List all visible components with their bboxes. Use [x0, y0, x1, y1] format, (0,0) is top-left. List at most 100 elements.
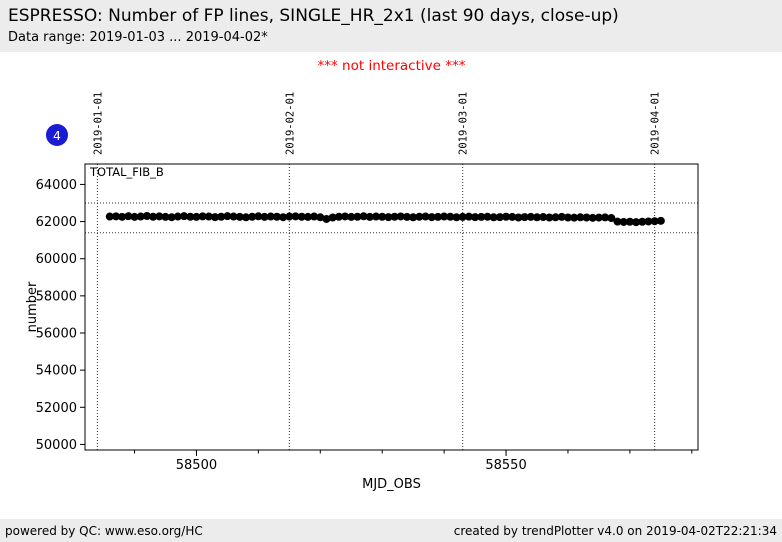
data-point: [495, 213, 504, 222]
data-point: [211, 213, 220, 222]
y-tick-label: 54000: [36, 364, 77, 379]
data-point: [167, 213, 176, 222]
data-point: [334, 212, 343, 221]
data-point: [607, 214, 616, 223]
data-point: [198, 212, 207, 221]
plot-index-badge[interactable]: 4: [46, 124, 68, 146]
data-point: [638, 217, 647, 226]
data-point: [347, 212, 356, 221]
data-point: [644, 217, 653, 226]
data-point: [161, 212, 170, 221]
data-point: [477, 212, 486, 221]
data-point: [378, 212, 387, 221]
data-point: [204, 212, 213, 221]
data-point: [594, 213, 603, 222]
y-tick-label: 60000: [36, 252, 77, 267]
data-point: [322, 214, 331, 223]
data-point: [136, 212, 145, 221]
data-point: [601, 213, 610, 222]
data-point: [563, 213, 572, 222]
data-point: [291, 212, 300, 221]
y-tick-label: 62000: [36, 215, 77, 230]
page-title: ESPRESSO: Number of FP lines, SINGLE_HR_…: [8, 6, 619, 26]
data-point: [359, 212, 368, 221]
header: ESPRESSO: Number of FP lines, SINGLE_HR_…: [0, 0, 782, 52]
data-point: [402, 212, 411, 221]
data-point: [254, 212, 263, 221]
data-point: [142, 212, 151, 220]
data-point: [632, 218, 641, 227]
y-tick-label: 50000: [36, 438, 77, 453]
data-point: [384, 213, 393, 222]
data-point: [526, 212, 535, 221]
not-interactive-notice: *** not interactive ***: [317, 58, 466, 74]
data-point: [471, 213, 480, 222]
data-point: [440, 212, 449, 221]
data-point: [316, 213, 325, 222]
data-point: [235, 212, 244, 221]
y-tick-label: 56000: [36, 327, 77, 342]
plot-border: [84, 163, 699, 451]
data-point: [452, 213, 461, 222]
data-point: [520, 213, 529, 222]
x-tick-label: 58550: [485, 458, 526, 473]
data-point: [124, 212, 133, 221]
data-point: [341, 212, 350, 221]
data-point: [625, 217, 634, 226]
data-point: [514, 213, 523, 222]
footer-powered-by: powered by QC: www.eso.org/HC: [5, 523, 203, 538]
data-point: [570, 213, 579, 222]
data-point: [551, 213, 560, 222]
data-point: [192, 212, 201, 221]
footer: powered by QC: www.eso.org/HC created by…: [0, 519, 782, 542]
data-point: [105, 212, 114, 221]
data-point: [396, 212, 405, 221]
data-point: [303, 212, 312, 221]
data-point: [533, 213, 542, 222]
data-point: [297, 212, 306, 221]
data-point: [458, 212, 467, 221]
data-point: [248, 212, 257, 221]
data-point: [241, 213, 250, 222]
axis-label-x: MJD_OBS: [362, 477, 421, 492]
data-point: [279, 213, 288, 222]
data-point: [656, 216, 665, 225]
data-point: [149, 212, 158, 221]
data-point: [446, 212, 455, 221]
date-label: 2019-02-01: [284, 92, 296, 155]
data-point: [545, 213, 554, 222]
series-label: TOTAL_FIB_B: [89, 165, 164, 179]
data-point: [409, 213, 418, 222]
data-point: [582, 213, 591, 222]
data-point: [260, 212, 269, 221]
data-point: [619, 217, 628, 226]
y-tick-label: 52000: [36, 401, 77, 416]
data-point: [508, 212, 517, 221]
data-point: [464, 212, 473, 221]
date-label: 2019-04-01: [650, 92, 662, 155]
data-point: [285, 212, 294, 221]
data-point: [502, 212, 511, 221]
data-point: [353, 212, 362, 221]
data-point: [173, 212, 182, 221]
date-label: 2019-01-01: [92, 92, 104, 155]
data-point: [217, 212, 226, 221]
data-point: [155, 212, 164, 221]
data-point: [365, 212, 374, 221]
data-point: [180, 212, 189, 221]
data-point: [328, 213, 337, 222]
data-point: [613, 217, 622, 226]
data-point: [229, 212, 238, 221]
axis-label-y: number: [25, 281, 40, 332]
data-point: [118, 212, 127, 221]
data-point: [111, 212, 120, 221]
date-label: 2019-03-01: [458, 92, 470, 155]
data-point: [576, 213, 585, 222]
data-point: [223, 212, 232, 221]
data-point: [427, 213, 436, 222]
data-point: [186, 212, 195, 221]
data-point: [266, 212, 275, 221]
data-point: [390, 212, 399, 221]
